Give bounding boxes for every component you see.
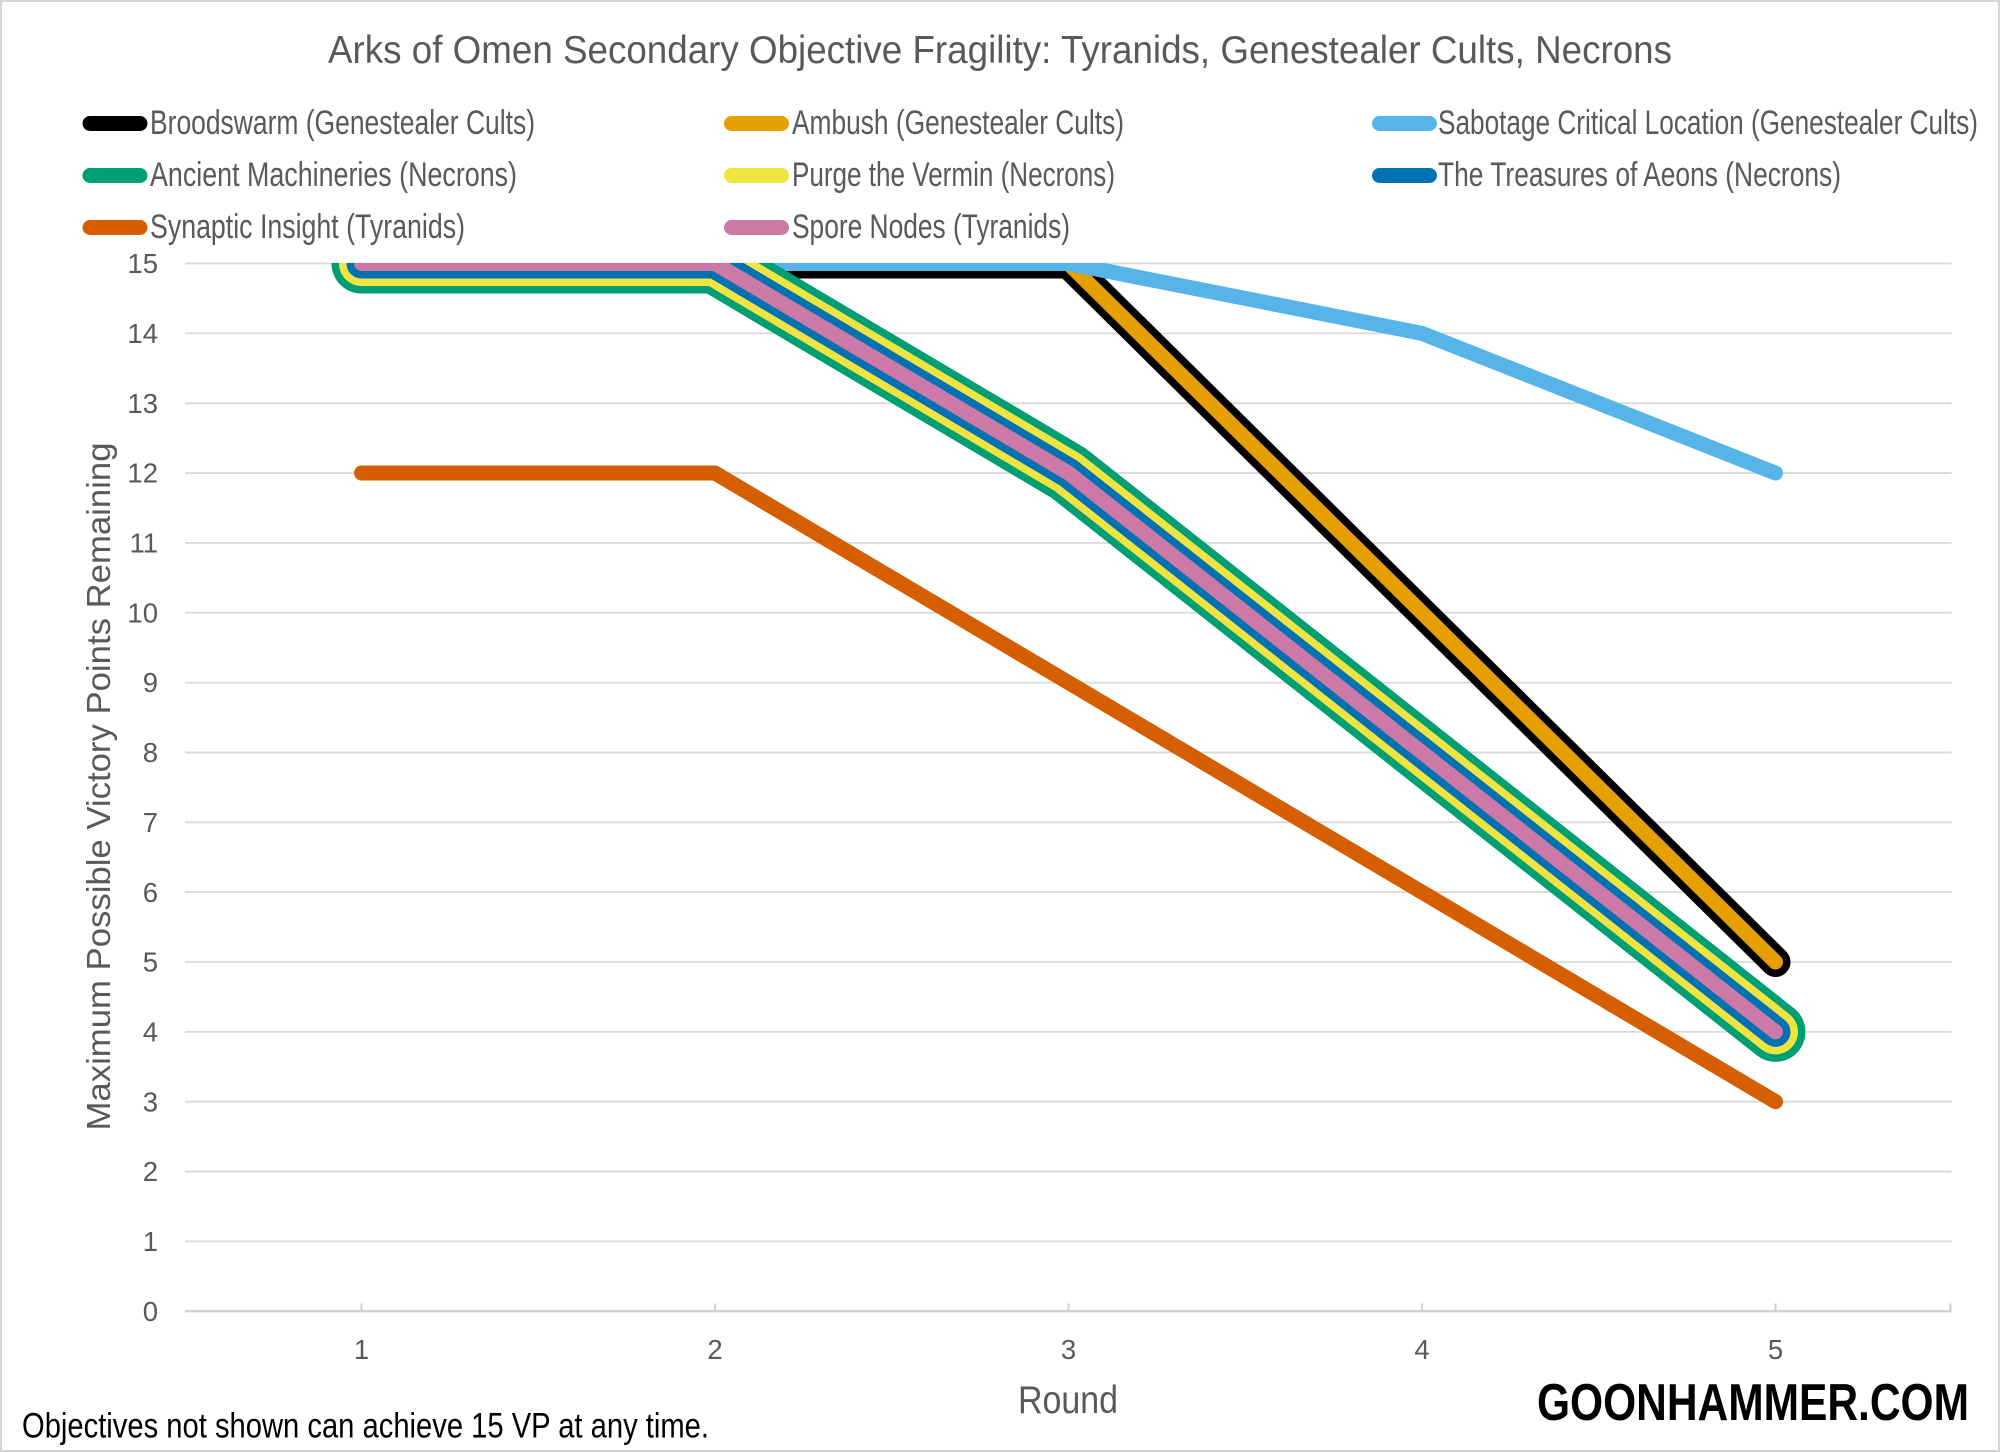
svg-text:Maximum Possible Victory Point: Maximum Possible Victory Points Remainin… [80,443,117,1131]
svg-text:12: 12 [127,458,158,489]
svg-text:13: 13 [127,388,158,419]
svg-text:2: 2 [143,1156,158,1187]
svg-text:2: 2 [707,1334,722,1365]
svg-text:Purge the Vermin (Necrons): Purge the Vermin (Necrons) [792,156,1115,194]
svg-text:Broodswarm (Genestealer Cults): Broodswarm (Genestealer Cults) [150,104,535,142]
svg-text:Spore Nodes (Tyranids): Spore Nodes (Tyranids) [792,208,1070,246]
svg-text:1: 1 [354,1334,369,1365]
svg-text:0: 0 [143,1296,158,1327]
svg-text:11: 11 [129,528,158,559]
svg-text:5: 5 [1768,1334,1783,1365]
svg-text:GOONHAMMER.COM: GOONHAMMER.COM [1537,1374,1969,1432]
svg-text:Objectives not shown can achie: Objectives not shown can achieve 15 VP a… [22,1407,709,1446]
svg-text:7: 7 [143,807,158,838]
svg-text:10: 10 [127,597,158,628]
svg-text:4: 4 [1414,1334,1429,1365]
svg-text:15: 15 [127,248,158,279]
svg-text:9: 9 [143,667,158,698]
svg-text:The Treasures of Aeons (Necron: The Treasures of Aeons (Necrons) [1438,156,1841,194]
svg-text:1: 1 [143,1226,158,1257]
svg-text:Ambush (Genestealer Cults): Ambush (Genestealer Cults) [792,104,1124,142]
svg-text:Sabotage Critical Location (Ge: Sabotage Critical Location (Genestealer … [1438,104,1978,142]
svg-text:4: 4 [143,1016,158,1047]
svg-text:Round: Round [1018,1379,1118,1422]
svg-text:Arks of Omen Secondary Objecti: Arks of Omen Secondary Objective Fragili… [328,29,1672,72]
svg-text:3: 3 [1061,1334,1076,1365]
svg-text:Ancient Machineries (Necrons): Ancient Machineries (Necrons) [150,156,517,194]
svg-text:Synaptic Insight (Tyranids): Synaptic Insight (Tyranids) [150,208,465,246]
svg-text:8: 8 [143,737,158,768]
svg-text:5: 5 [143,947,158,978]
svg-text:6: 6 [143,877,158,908]
svg-text:3: 3 [143,1086,158,1117]
svg-text:14: 14 [127,318,158,349]
